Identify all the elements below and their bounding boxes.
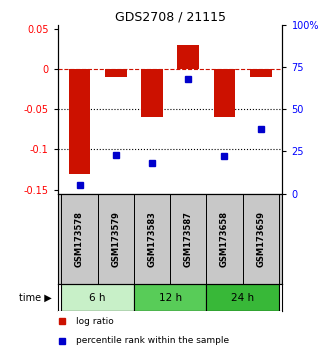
Bar: [206, 194, 243, 284]
Text: 6 h: 6 h: [89, 293, 106, 303]
Bar: [105, 69, 127, 77]
Title: GDS2708 / 21115: GDS2708 / 21115: [115, 11, 226, 24]
Text: GSM173579: GSM173579: [111, 211, 120, 267]
Text: log ratio: log ratio: [76, 316, 114, 326]
Bar: [134, 194, 170, 284]
Text: time ▶: time ▶: [19, 293, 51, 303]
Text: GSM173583: GSM173583: [148, 211, 157, 267]
Bar: [243, 194, 279, 284]
Text: GSM173578: GSM173578: [75, 211, 84, 267]
Bar: [141, 69, 163, 117]
Bar: [178, 45, 199, 69]
Bar: [69, 69, 91, 173]
Bar: [98, 194, 134, 284]
Bar: [213, 69, 235, 117]
Text: GSM173587: GSM173587: [184, 211, 193, 267]
Bar: [250, 69, 272, 77]
Bar: [61, 194, 98, 284]
Text: 24 h: 24 h: [231, 293, 254, 303]
Bar: [170, 194, 206, 284]
Text: 12 h: 12 h: [159, 293, 182, 303]
Bar: [206, 284, 279, 311]
Text: GSM173658: GSM173658: [220, 211, 229, 267]
Bar: [61, 284, 134, 311]
Bar: [134, 284, 206, 311]
Text: GSM173659: GSM173659: [256, 211, 265, 267]
Text: percentile rank within the sample: percentile rank within the sample: [76, 336, 229, 345]
